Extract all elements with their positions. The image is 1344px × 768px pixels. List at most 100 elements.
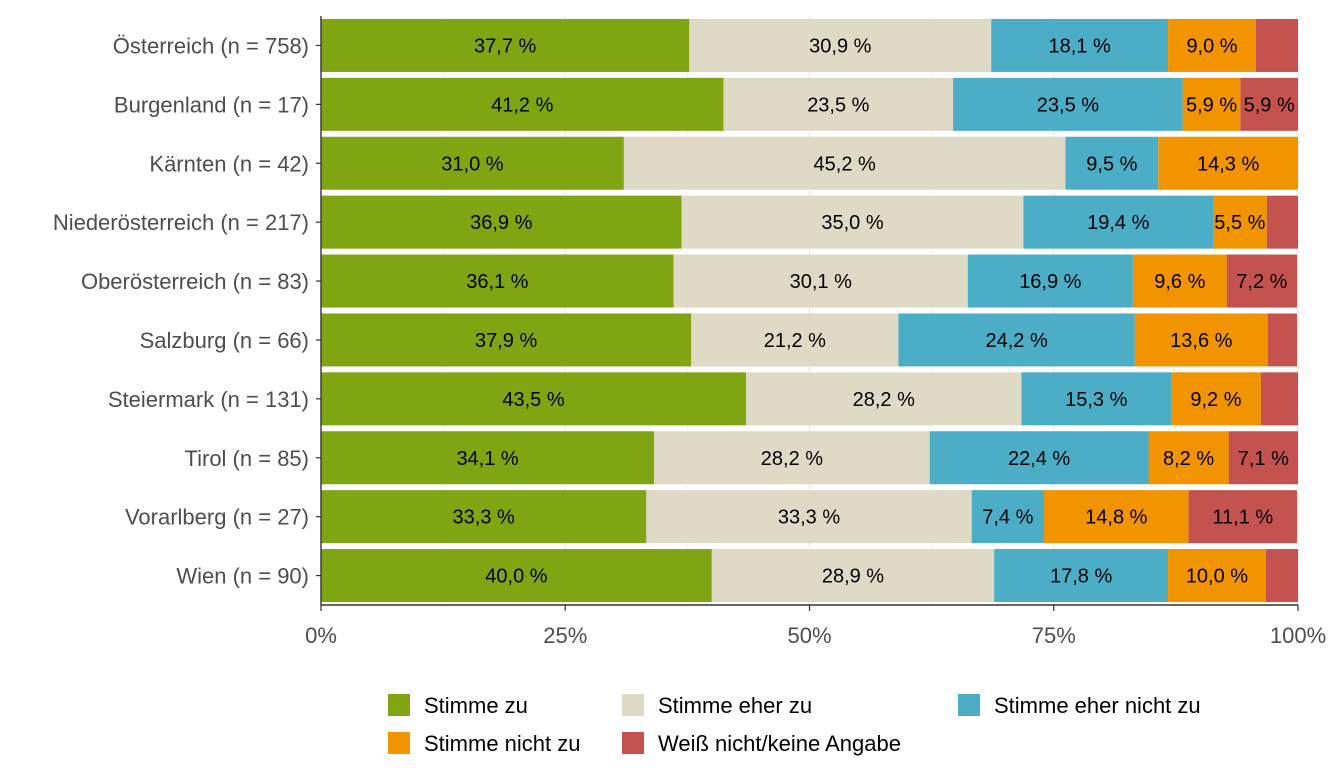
bar-value-label: 43,5 % — [502, 389, 564, 411]
bar-value-label: 24,2 % — [985, 330, 1047, 352]
bar-value-label: 30,9 % — [809, 35, 871, 57]
bar-value-label: 10,0 % — [1186, 566, 1248, 588]
bar-value-label: 7,2 % — [1236, 271, 1287, 293]
bar-value-label: 9,6 % — [1154, 271, 1205, 293]
bar-value-label: 28,2 % — [853, 389, 915, 411]
bar-segment — [1240, 77, 1298, 131]
bar-segment — [654, 431, 930, 485]
bar-segment — [1168, 549, 1266, 603]
bar-value-label: 14,8 % — [1085, 507, 1147, 529]
bar-value-label: 40,0 % — [485, 566, 547, 588]
legend: Stimme zu Stimme eher zu Stimme eher nicht… — [388, 693, 1201, 756]
legend-label: Stimme eher zu — [658, 693, 812, 718]
bar-segment — [321, 431, 655, 485]
bar-segment — [646, 490, 972, 544]
bar-value-label: 5,5 % — [1214, 212, 1265, 234]
bar-value-label: 36,1 % — [466, 271, 528, 293]
bar-segment — [689, 18, 992, 72]
bar-value-label: 28,2 % — [761, 448, 823, 470]
bar-segment — [1265, 549, 1298, 603]
y-axis-category-label: Steiermark (n = 131) — [108, 387, 309, 412]
bars-layer: 37,7 % 30,9 % 18,1 % 9,0 % 41,2 % 23,5 % 23,5 … — [321, 18, 1298, 603]
y-axis-category-label: Kärnten (n = 42) — [149, 151, 309, 176]
bar-segment — [1148, 431, 1229, 485]
bar-value-label: 37,7 % — [474, 35, 536, 57]
x-axis-tick-label: 50% — [787, 623, 831, 648]
bar-segment — [1023, 195, 1214, 249]
x-axis-tick-label: 75% — [1032, 623, 1076, 648]
bar-segment — [1267, 313, 1298, 367]
bar-segment — [1228, 431, 1298, 485]
legend-key — [622, 732, 644, 754]
x-axis-tick-label: 100% — [1270, 623, 1326, 648]
bar-value-label: 22,4 % — [1008, 448, 1070, 470]
bar-segment — [321, 372, 746, 426]
bar-value-label: 33,3 % — [453, 507, 515, 529]
bar-segment — [1168, 18, 1256, 72]
bar-segment — [1043, 490, 1189, 544]
bar-segment — [1213, 195, 1267, 249]
bar-segment — [623, 136, 1066, 190]
legend-key — [622, 694, 644, 716]
bar-segment — [991, 18, 1169, 72]
legend-label: Stimme nicht zu — [424, 731, 581, 756]
bar-segment — [1134, 313, 1268, 367]
bar-value-label: 31,0 % — [441, 153, 503, 175]
bar-segment — [967, 254, 1133, 308]
bar-value-label: 35,0 % — [821, 212, 883, 234]
y-axis-category-label: Oberösterreich (n = 83) — [81, 269, 309, 294]
bar-segment — [321, 195, 682, 249]
bar-segment — [1132, 254, 1227, 308]
bar-value-label: 11,1 % — [1212, 507, 1273, 529]
bar-segment — [1260, 372, 1298, 426]
axes-layer: Österreich (n = 758) Burgenland (n = 17) K… — [53, 16, 1326, 648]
bar-segment — [691, 313, 899, 367]
y-axis-category-label: Österreich (n = 758) — [113, 33, 309, 58]
legend-key — [958, 694, 980, 716]
x-axis-tick-label: 25% — [543, 623, 587, 648]
bar-segment — [994, 549, 1169, 603]
bar-segment — [898, 313, 1135, 367]
bar-segment — [745, 372, 1022, 426]
legend-label: Weiß nicht/keine Angabe — [658, 731, 901, 756]
bar-segment — [1170, 372, 1261, 426]
legend-label: Stimme eher nicht zu — [994, 693, 1201, 718]
bar-segment — [953, 77, 1183, 131]
bar-segment — [1065, 136, 1159, 190]
bar-value-label: 7,4 % — [982, 507, 1033, 529]
bar-value-label: 9,0 % — [1186, 35, 1237, 57]
bar-segment — [673, 254, 968, 308]
x-axis-tick-label: 0% — [305, 623, 337, 648]
y-axis-category-label: Vorarlberg (n = 27) — [125, 505, 309, 530]
bar-segment — [321, 77, 724, 131]
bar-segment — [723, 77, 954, 131]
bar-value-label: 28,9 % — [822, 566, 884, 588]
bar-value-label: 16,9 % — [1019, 271, 1081, 293]
bar-value-label: 33,3 % — [778, 507, 840, 529]
legend-key — [388, 732, 410, 754]
bar-segment — [1226, 254, 1298, 308]
bar-segment — [321, 136, 624, 190]
bar-value-label: 23,5 % — [1037, 94, 1099, 116]
bar-value-label: 15,3 % — [1065, 389, 1127, 411]
bar-value-label: 23,5 % — [807, 94, 869, 116]
bar-segment — [1021, 372, 1171, 426]
y-axis-category-label: Niederösterreich (n = 217) — [53, 210, 309, 235]
bar-segment — [1188, 490, 1298, 544]
bar-value-label: 5,9 % — [1186, 94, 1237, 116]
bar-segment — [1255, 18, 1298, 72]
bar-value-label: 45,2 % — [814, 153, 876, 175]
bar-segment — [321, 490, 647, 544]
bar-value-label: 21,2 % — [764, 330, 826, 352]
bar-value-label: 9,5 % — [1086, 153, 1137, 175]
bar-segment — [1158, 136, 1298, 190]
bar-value-label: 7,1 % — [1238, 448, 1289, 470]
bar-value-label: 34,1 % — [456, 448, 518, 470]
bar-value-label: 18,1 % — [1049, 35, 1111, 57]
bar-segment — [681, 195, 1024, 249]
legend-key — [388, 694, 410, 716]
y-axis-category-label: Wien (n = 90) — [176, 564, 309, 589]
bar-value-label: 5,9 % — [1244, 94, 1295, 116]
bar-segment — [1182, 77, 1241, 131]
